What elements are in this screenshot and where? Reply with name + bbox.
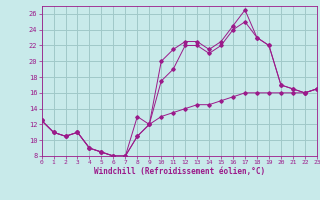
X-axis label: Windchill (Refroidissement éolien,°C): Windchill (Refroidissement éolien,°C) xyxy=(94,167,265,176)
